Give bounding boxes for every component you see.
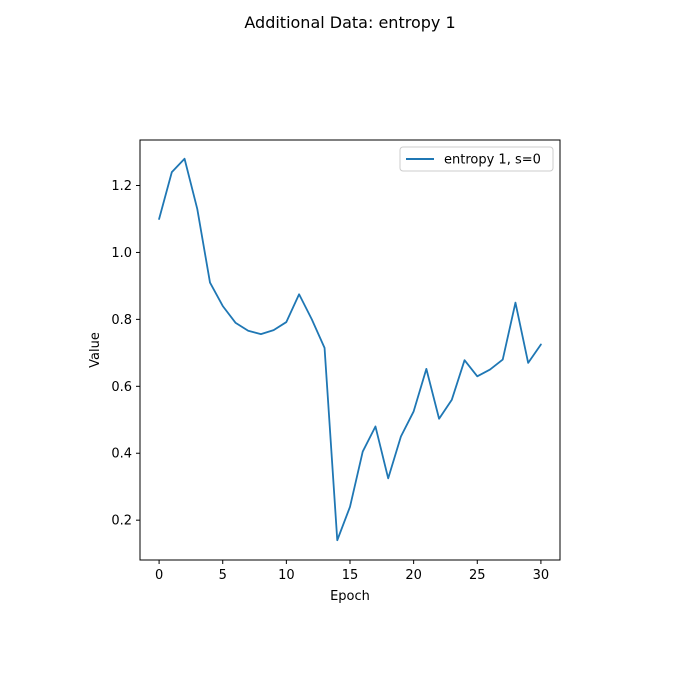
y-tick-label: 0.6 <box>111 380 132 395</box>
y-tick-label: 1.2 <box>111 179 132 194</box>
axes-frame <box>139 139 561 561</box>
x-tick-label: 0 <box>155 568 163 583</box>
y-tick-label: 0.8 <box>111 313 132 328</box>
legend: entropy 1, s=0 <box>399 146 554 172</box>
x-axis-label: Epoch <box>330 589 370 604</box>
series-line <box>158 157 542 542</box>
plot-area: 0 5 10 15 20 25 30 0.2 0.4 0.6 0.8 1.0 1.2 <box>111 139 561 583</box>
y-tick-label: 0.4 <box>111 447 132 462</box>
x-tick-label: 25 <box>469 568 486 583</box>
legend-box <box>399 146 554 172</box>
series-lines <box>158 157 542 542</box>
x-tick-label: 20 <box>405 568 422 583</box>
y-axis-ticks: 0.2 0.4 0.6 0.8 1.0 1.2 <box>111 179 140 529</box>
x-tick-label: 10 <box>278 568 295 583</box>
x-tick-label: 30 <box>533 568 550 583</box>
y-axis-label: Value <box>88 332 103 368</box>
x-tick-label: 15 <box>342 568 359 583</box>
y-tick-label: 0.2 <box>111 514 132 529</box>
x-axis-ticks: 0 5 10 15 20 25 30 <box>155 560 549 583</box>
chart-title: Additional Data: entropy 1 <box>244 13 455 32</box>
y-tick-label: 1.0 <box>111 246 132 261</box>
x-tick-label: 5 <box>219 568 227 583</box>
legend-label: entropy 1, s=0 <box>444 153 541 168</box>
